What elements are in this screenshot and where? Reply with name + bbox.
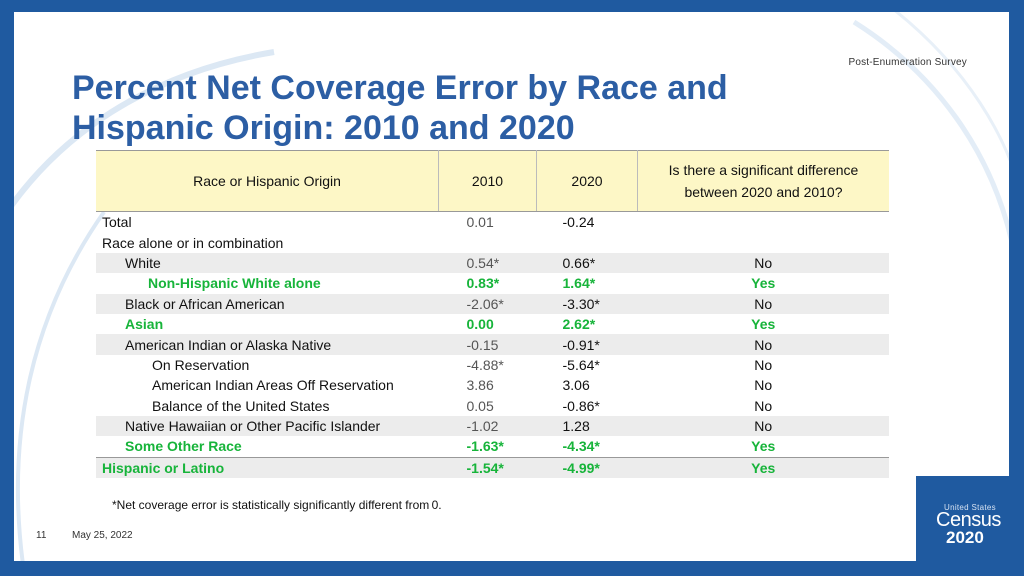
significance: Yes [751,275,776,292]
value-2020: -4.34* [562,438,600,455]
row-label: On Reservation [152,356,250,373]
row-label: Asian [125,316,164,333]
table-row: Total 0.01 -0.24 [96,212,889,233]
significance: No [637,293,889,314]
significance: No [637,252,889,274]
row-label: Non-Hispanic White alone [148,275,321,292]
table-row: Some Other Race -1.63* -4.34* Yes [96,436,889,457]
value-2010: 0.01 [466,214,494,231]
row-label: Race alone or in combination [102,234,284,251]
significance: No [754,356,773,373]
value-2020: 3.06 [562,377,590,394]
table-row: American Indian Areas Off Reservation 3.… [96,375,889,395]
row-label: Native Hawaiian or Other Pacific Islande… [96,415,439,437]
value-2020: -4.99* [536,456,638,479]
value-2020 [537,232,638,252]
page-number: 11 [36,530,47,541]
table-row: Asian 0.00 2.62* Yes [96,314,889,334]
row-label: Some Other Race [125,438,242,455]
row-label: Black or African American [96,293,439,314]
table-row: Native Hawaiian or Other Pacific Islande… [96,415,889,437]
value-2010: -1.63* [466,438,504,455]
footnote: *Net coverage error is statistically sig… [112,498,442,512]
significance: No [637,334,889,355]
census-2020-logo: United States Census 2020 [916,476,1024,576]
value-2010: 0.54* [438,252,537,274]
title-line-1: Percent Net Coverage Error by Race and [72,69,728,107]
title-line-2: Hispanic Origin: 2010 and 2020 [72,109,575,147]
survey-label: Post-Enumeration Survey [848,57,967,68]
header-sig-line2: between 2020 and 2010? [684,184,843,200]
table-row: Race alone or in combination [96,232,889,252]
row-label: American Indian or Alaska Native [96,334,439,355]
significance: Yes [751,438,776,455]
value-2010: -2.06* [438,293,537,314]
value-2010: 0.05 [466,397,494,414]
footer-date: May 25, 2022 [72,530,133,541]
row-label: White [96,252,439,274]
significance: No [637,415,889,437]
value-2010 [439,232,537,252]
significance: Yes [637,456,889,479]
value-2010: 0.00 [466,316,494,333]
value-2010: 0.83* [466,275,500,292]
value-2010: -0.15 [438,334,537,355]
page-title: Percent Net Coverage Error by Race and H… [72,68,832,148]
header-sig-line1: Is there a significant difference [668,162,859,178]
value-2020: -3.30* [536,293,638,314]
header-2010: 2010 [438,150,537,212]
row-label: Total [102,214,132,231]
value-2020: -0.86* [562,397,600,414]
value-2020: -5.64* [562,356,600,373]
logo-subtext: United States [944,503,996,512]
table-row: Black or African American -2.06* -3.30* … [96,293,889,314]
logo-census-text: Census [936,509,1001,531]
significance [638,212,890,233]
header-2020: 2020 [536,150,638,212]
table-row: Non-Hispanic White alone 0.83* 1.64* Yes [96,273,889,293]
row-label: American Indian Areas Off Reservation [152,377,394,394]
row-label: Balance of the United States [152,397,330,414]
table-row: American Indian or Alaska Native -0.15 -… [96,334,889,355]
significance: Yes [751,316,776,333]
significance [638,232,890,252]
table-row: White 0.54* 0.66* No [96,252,889,274]
value-2010: -4.88* [466,356,504,373]
value-2020: -0.91* [536,334,638,355]
row-label: Hispanic or Latino [96,456,439,479]
table-row: Balance of the United States 0.05 -0.86*… [96,396,889,416]
header-race: Race or Hispanic Origin [96,150,439,212]
value-2020: 1.28 [536,415,638,437]
table-header-row: Race or Hispanic Origin 2010 2020 Is the… [96,150,889,212]
table-row: On Reservation -4.88* -5.64* No [96,355,889,375]
value-2010: -1.54* [438,456,537,479]
significance: No [754,397,773,414]
value-2010: -1.02 [438,415,537,437]
coverage-error-table: Race or Hispanic Origin 2010 2020 Is the… [96,150,889,479]
value-2020: 2.62* [562,316,596,333]
value-2010: 3.86 [466,377,494,394]
header-significance: Is there a significant difference betwee… [637,150,889,212]
value-2020: 1.64* [562,275,596,292]
significance: No [754,377,773,394]
logo-year-text: 2020 [946,528,984,547]
table-row: Hispanic or Latino -1.54* -4.99* Yes [96,456,889,479]
value-2020: 0.66* [536,252,638,274]
value-2020: -0.24 [562,214,595,231]
